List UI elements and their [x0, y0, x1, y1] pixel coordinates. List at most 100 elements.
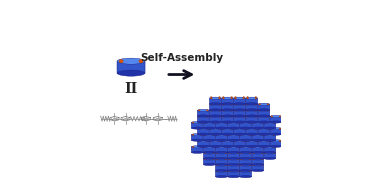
Ellipse shape: [231, 110, 232, 111]
Ellipse shape: [211, 116, 212, 117]
Ellipse shape: [234, 109, 245, 111]
FancyBboxPatch shape: [197, 110, 209, 116]
Ellipse shape: [217, 146, 218, 148]
Ellipse shape: [204, 134, 206, 135]
Ellipse shape: [255, 97, 257, 98]
Ellipse shape: [217, 152, 218, 154]
Ellipse shape: [235, 104, 236, 105]
Ellipse shape: [249, 134, 251, 135]
Ellipse shape: [216, 152, 227, 154]
FancyBboxPatch shape: [246, 110, 257, 116]
FancyBboxPatch shape: [203, 153, 215, 159]
Ellipse shape: [228, 151, 239, 153]
FancyBboxPatch shape: [234, 98, 245, 104]
Ellipse shape: [192, 139, 203, 141]
Ellipse shape: [279, 128, 281, 129]
FancyBboxPatch shape: [209, 104, 221, 110]
Ellipse shape: [218, 110, 220, 111]
FancyBboxPatch shape: [240, 147, 251, 153]
FancyBboxPatch shape: [222, 116, 233, 122]
Ellipse shape: [273, 122, 275, 123]
FancyBboxPatch shape: [222, 128, 233, 134]
FancyBboxPatch shape: [252, 159, 263, 165]
Ellipse shape: [229, 170, 230, 172]
FancyBboxPatch shape: [270, 116, 282, 122]
Ellipse shape: [264, 157, 276, 160]
Ellipse shape: [200, 134, 202, 135]
Ellipse shape: [217, 134, 218, 135]
FancyBboxPatch shape: [252, 147, 263, 153]
Ellipse shape: [225, 164, 226, 166]
Ellipse shape: [255, 116, 257, 117]
Ellipse shape: [200, 122, 202, 123]
Ellipse shape: [241, 164, 242, 166]
Ellipse shape: [271, 116, 273, 117]
Ellipse shape: [240, 134, 251, 136]
Ellipse shape: [270, 128, 282, 130]
FancyBboxPatch shape: [264, 122, 276, 128]
FancyBboxPatch shape: [191, 122, 203, 128]
Ellipse shape: [252, 152, 263, 154]
FancyBboxPatch shape: [117, 61, 145, 73]
FancyBboxPatch shape: [264, 153, 276, 159]
Ellipse shape: [261, 146, 263, 148]
FancyBboxPatch shape: [234, 116, 245, 122]
FancyBboxPatch shape: [258, 141, 270, 146]
Ellipse shape: [241, 158, 242, 160]
Ellipse shape: [253, 164, 254, 166]
Ellipse shape: [219, 97, 220, 98]
Ellipse shape: [229, 158, 230, 160]
FancyBboxPatch shape: [191, 147, 203, 153]
FancyBboxPatch shape: [203, 122, 215, 128]
Ellipse shape: [264, 146, 276, 148]
Ellipse shape: [258, 103, 270, 105]
Ellipse shape: [206, 140, 208, 141]
FancyBboxPatch shape: [264, 147, 276, 153]
Ellipse shape: [240, 169, 251, 172]
Ellipse shape: [222, 115, 233, 118]
Ellipse shape: [247, 110, 248, 111]
FancyBboxPatch shape: [246, 128, 257, 134]
Ellipse shape: [225, 158, 226, 160]
Ellipse shape: [259, 140, 260, 141]
Ellipse shape: [252, 169, 263, 172]
Ellipse shape: [234, 115, 245, 118]
FancyBboxPatch shape: [252, 135, 263, 140]
Ellipse shape: [241, 170, 242, 172]
Ellipse shape: [240, 146, 251, 148]
Ellipse shape: [211, 140, 212, 141]
Ellipse shape: [258, 128, 270, 130]
Ellipse shape: [211, 110, 212, 111]
Ellipse shape: [204, 158, 215, 160]
Ellipse shape: [204, 122, 206, 123]
Ellipse shape: [192, 134, 194, 135]
Ellipse shape: [210, 140, 221, 142]
Ellipse shape: [228, 157, 239, 160]
Ellipse shape: [246, 97, 257, 99]
Ellipse shape: [243, 128, 245, 129]
Ellipse shape: [216, 121, 227, 124]
Ellipse shape: [198, 145, 209, 147]
Ellipse shape: [216, 163, 227, 166]
Ellipse shape: [271, 128, 273, 129]
Ellipse shape: [279, 116, 281, 117]
FancyBboxPatch shape: [209, 116, 221, 122]
FancyBboxPatch shape: [228, 159, 239, 165]
Ellipse shape: [259, 116, 260, 117]
Ellipse shape: [222, 97, 233, 99]
Ellipse shape: [261, 158, 263, 160]
Ellipse shape: [139, 59, 143, 63]
Ellipse shape: [258, 121, 270, 123]
Ellipse shape: [198, 110, 200, 111]
FancyBboxPatch shape: [215, 122, 227, 128]
Ellipse shape: [206, 128, 208, 129]
Ellipse shape: [217, 122, 218, 123]
Ellipse shape: [234, 103, 245, 105]
Ellipse shape: [204, 146, 206, 148]
Ellipse shape: [204, 146, 215, 148]
Ellipse shape: [246, 115, 257, 117]
Ellipse shape: [234, 115, 245, 117]
Ellipse shape: [204, 151, 215, 153]
Ellipse shape: [273, 134, 275, 135]
Ellipse shape: [217, 170, 218, 172]
